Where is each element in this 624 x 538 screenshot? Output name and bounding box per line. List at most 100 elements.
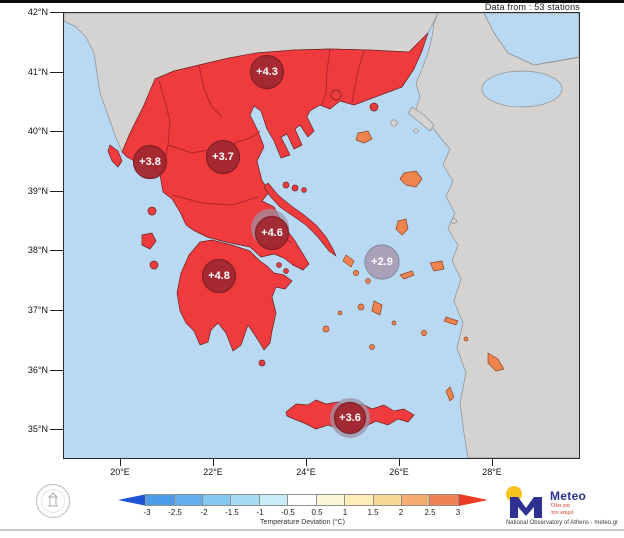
legend-tick: -3	[143, 508, 151, 517]
mainland	[121, 32, 429, 271]
lon-label: 24°E	[296, 467, 316, 477]
salamina	[276, 262, 282, 268]
cyclades-islet	[337, 310, 343, 316]
sea-of-marmara	[481, 70, 563, 108]
legend-arrow-right	[458, 494, 488, 506]
observatory-credit: National Observatory of Athens - meteo.g…	[505, 520, 618, 526]
samothrace	[369, 102, 379, 112]
tinos	[353, 270, 359, 276]
naxos	[371, 300, 383, 316]
legend-colorbar	[118, 494, 488, 506]
aegina	[283, 268, 289, 274]
lon-label: 22°E	[203, 467, 223, 477]
turkey-land	[415, 13, 579, 458]
gallipoli-peninsula	[407, 106, 435, 132]
sporades-island	[291, 184, 299, 192]
station-badge-epirus: +3.8	[132, 144, 168, 180]
temperature-legend: -3 -2.5 -2 -1.5 -1 -0.5 0.5 1 1.5 2 2.5 …	[118, 494, 488, 530]
top-black-bar	[0, 0, 624, 3]
station-badge-thessaly: +3.7	[205, 139, 241, 175]
lon-tick	[306, 459, 307, 466]
legend-swatch	[315, 494, 346, 506]
milos	[322, 325, 330, 333]
thassos	[330, 89, 342, 101]
lat-label: 41°N	[27, 67, 48, 77]
lon-label: 26°E	[389, 467, 409, 477]
legend-swatch	[201, 494, 232, 506]
legend-tick: -2	[200, 508, 208, 517]
lat-label: 40°N	[27, 126, 48, 136]
santorini	[369, 344, 375, 350]
paros	[357, 303, 365, 311]
legend-tick: -1	[256, 508, 264, 517]
legend-swatch	[173, 494, 203, 506]
lon-label: 20°E	[110, 467, 130, 477]
lat-label: 36°N	[27, 365, 48, 375]
zakynthos	[149, 260, 159, 270]
cyclades-islet	[391, 320, 397, 326]
kythira	[258, 359, 266, 367]
gray-island	[413, 128, 419, 134]
svg-text:+3.8: +3.8	[139, 156, 161, 168]
meteo-logo: Meteo Όλα για τον καιρό National Observa…	[504, 484, 622, 530]
legend-tick: -2.5	[168, 508, 182, 517]
legend-tick: 3	[455, 508, 461, 517]
svg-text:+4.3: +4.3	[256, 66, 278, 78]
sporades-island	[282, 181, 290, 189]
meteo-tagline-line1: Όλα για	[551, 503, 570, 509]
station-badge-attica: +4.6	[254, 215, 290, 251]
svg-text:+4.6: +4.6	[261, 227, 283, 239]
legend-swatch	[287, 494, 317, 506]
station-badge-macedonia: +4.3	[249, 54, 285, 90]
legend-tick: 1.5	[367, 508, 379, 517]
svg-text:+2.9: +2.9	[371, 256, 393, 268]
ikaria	[399, 270, 415, 280]
sporades-island	[301, 187, 307, 193]
legend-swatch	[372, 494, 403, 506]
legend-swatch	[401, 494, 431, 506]
observatory-seal-icon	[36, 484, 70, 518]
legend-swatch	[344, 494, 374, 506]
svg-text:+3.7: +3.7	[212, 151, 234, 163]
lat-label: 39°N	[27, 186, 48, 196]
data-source-note: Data from : 53 stations	[484, 2, 580, 12]
meteo-tagline: Όλα για τον καιρό	[551, 503, 574, 516]
seal-building-icon	[47, 492, 59, 507]
lon-tick	[492, 459, 493, 466]
legend-caption: Temperature Deviation (°C)	[260, 519, 345, 526]
lat-label: 38°N	[27, 245, 48, 255]
lat-tick	[50, 250, 63, 251]
legend-tick: -1.5	[225, 508, 239, 517]
karpathos	[445, 386, 455, 402]
meteo-tagline-line2: τον καιρό	[551, 509, 574, 516]
mykonos	[365, 278, 371, 284]
corfu	[107, 144, 123, 168]
sea-overlays	[481, 13, 579, 108]
legend-swatch	[230, 494, 260, 506]
neutral-land	[64, 13, 579, 458]
astypalaia	[421, 330, 427, 336]
lon-tick	[120, 459, 121, 466]
bottom-divider	[0, 529, 624, 531]
chios	[395, 218, 409, 236]
samos	[429, 260, 445, 272]
andros	[342, 254, 355, 268]
station-badge-crete: +3.6	[333, 401, 367, 435]
peloponnese	[176, 239, 293, 352]
lat-tick	[50, 370, 63, 371]
meteo-brand-name: Meteo	[550, 489, 587, 503]
kos	[443, 316, 459, 326]
legend-tick: 2	[398, 508, 404, 517]
greece-map: +4.3 +3.8 +3.7 +4.6 +4.8 +2.9	[63, 12, 580, 459]
lat-tick	[50, 131, 63, 132]
legend-tick: 2.5	[424, 508, 436, 517]
lon-label: 28°E	[482, 467, 502, 477]
svg-text:+3.6: +3.6	[339, 412, 361, 424]
lon-tick	[399, 459, 400, 466]
euboea	[263, 182, 337, 257]
gray-island	[390, 119, 398, 127]
black-sea-corner	[483, 13, 579, 66]
legend-tick: 0.5	[311, 508, 323, 517]
station-badge-peloponnese: +4.8	[201, 258, 237, 294]
lat-tick	[50, 191, 63, 192]
